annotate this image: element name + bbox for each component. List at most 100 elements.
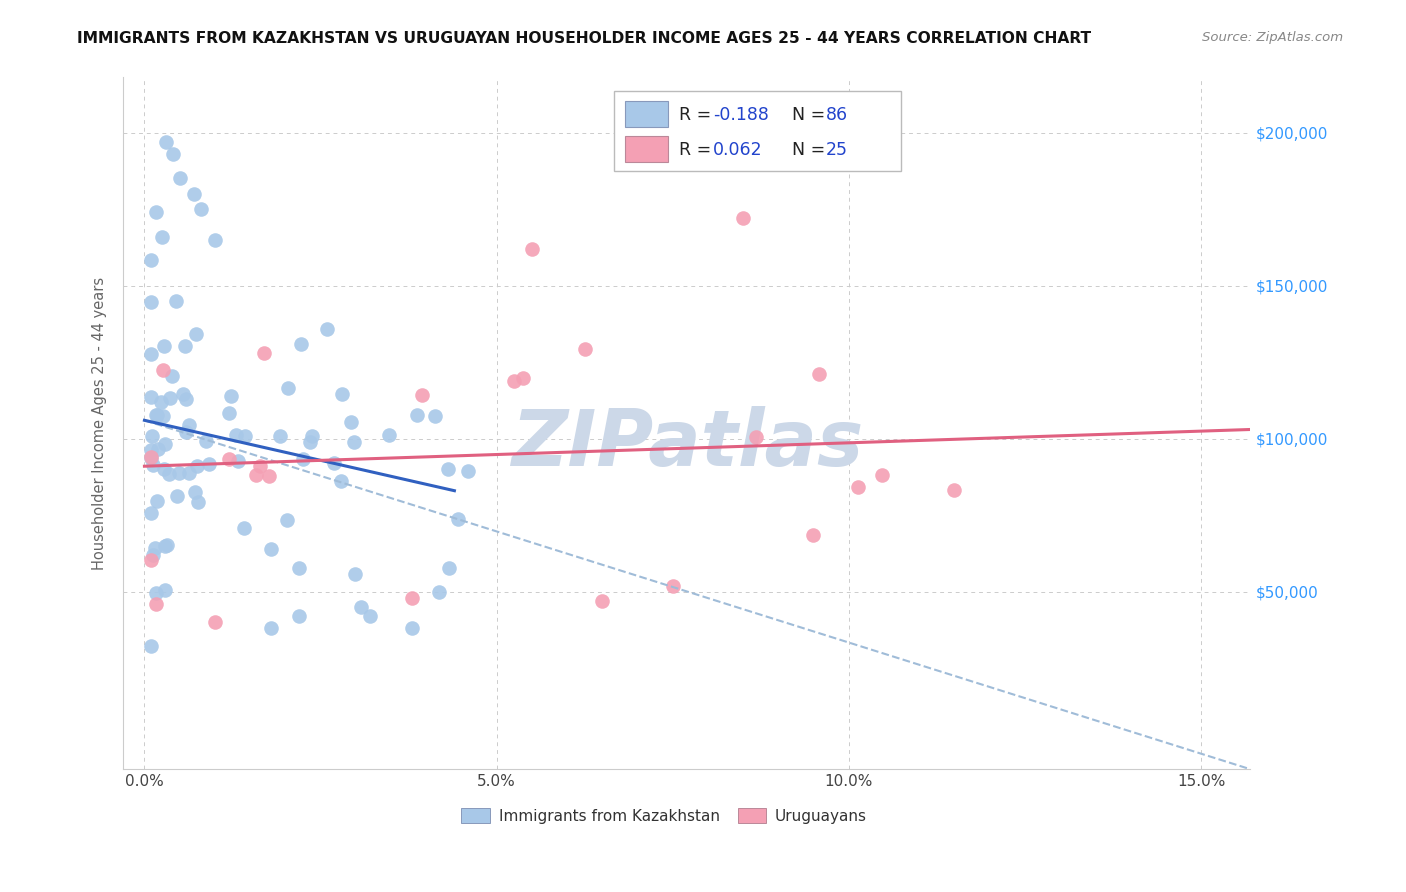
Point bbox=[249, 458, 271, 473]
Point bbox=[330, 387, 353, 401]
Point bbox=[870, 468, 893, 483]
Point bbox=[141, 253, 163, 268]
Point bbox=[808, 368, 831, 382]
Point bbox=[330, 475, 353, 489]
Point bbox=[260, 542, 283, 557]
Text: Source: ZipAtlas.com: Source: ZipAtlas.com bbox=[1202, 31, 1343, 45]
Point bbox=[343, 435, 366, 450]
Point bbox=[437, 561, 460, 575]
Point bbox=[411, 388, 433, 402]
Point bbox=[160, 369, 183, 384]
Point bbox=[943, 483, 966, 497]
Point bbox=[177, 467, 200, 481]
Point bbox=[520, 242, 543, 256]
Point bbox=[145, 494, 167, 508]
Point bbox=[401, 591, 423, 605]
Point bbox=[143, 541, 166, 555]
Point bbox=[846, 480, 869, 494]
Point bbox=[159, 391, 181, 405]
FancyBboxPatch shape bbox=[624, 136, 668, 161]
Point bbox=[204, 615, 226, 630]
Point bbox=[232, 521, 254, 535]
Point bbox=[745, 430, 768, 444]
Point bbox=[225, 428, 247, 442]
Point bbox=[233, 428, 256, 442]
Point bbox=[141, 390, 163, 404]
Text: N =: N = bbox=[792, 106, 831, 125]
Point bbox=[155, 135, 177, 149]
Point bbox=[166, 490, 188, 504]
Point bbox=[245, 467, 267, 482]
Point bbox=[662, 579, 685, 593]
Point bbox=[141, 429, 163, 443]
Point bbox=[226, 454, 249, 468]
Point bbox=[502, 375, 524, 389]
Text: IMMIGRANTS FROM KAZAKHSTAN VS URUGUAYAN HOUSEHOLDER INCOME AGES 25 - 44 YEARS CO: IMMIGRANTS FROM KAZAKHSTAN VS URUGUAYAN … bbox=[77, 31, 1091, 46]
Text: ZIPatlas: ZIPatlas bbox=[510, 406, 863, 482]
Text: N =: N = bbox=[792, 141, 831, 159]
Text: Immigrants from Kazakhstan: Immigrants from Kazakhstan bbox=[499, 809, 720, 824]
Point bbox=[591, 594, 613, 608]
Text: Uruguayans: Uruguayans bbox=[775, 809, 868, 824]
Point bbox=[198, 458, 221, 472]
Text: 0.062: 0.062 bbox=[713, 141, 762, 159]
Point bbox=[176, 392, 198, 406]
Point bbox=[145, 586, 167, 600]
Point bbox=[145, 204, 167, 219]
Point bbox=[157, 467, 180, 482]
Point bbox=[277, 381, 299, 395]
Point bbox=[141, 640, 163, 654]
Y-axis label: Householder Income Ages 25 - 44 years: Householder Income Ages 25 - 44 years bbox=[93, 277, 107, 570]
Point bbox=[269, 429, 291, 443]
Text: R =: R = bbox=[679, 141, 717, 159]
Text: R =: R = bbox=[679, 106, 717, 125]
Point bbox=[141, 506, 163, 520]
Text: 25: 25 bbox=[825, 141, 848, 159]
Point bbox=[423, 409, 446, 424]
Point bbox=[574, 343, 596, 357]
Point bbox=[288, 609, 311, 624]
Point bbox=[350, 600, 373, 615]
Point bbox=[344, 566, 367, 581]
Point bbox=[145, 597, 167, 611]
Point bbox=[187, 494, 209, 508]
Point bbox=[437, 462, 460, 476]
Point bbox=[218, 407, 240, 421]
Point bbox=[276, 512, 298, 526]
Point bbox=[512, 370, 534, 384]
Text: -0.188: -0.188 bbox=[713, 106, 769, 125]
Point bbox=[377, 428, 399, 442]
Point bbox=[218, 452, 240, 467]
Point bbox=[162, 147, 184, 161]
Point bbox=[156, 539, 179, 553]
Point bbox=[153, 462, 176, 476]
Point bbox=[186, 458, 208, 473]
Point bbox=[153, 436, 176, 450]
Point bbox=[184, 326, 207, 341]
Point bbox=[174, 339, 197, 353]
Point bbox=[301, 429, 323, 443]
Point bbox=[316, 322, 339, 336]
Point bbox=[290, 336, 312, 351]
Point bbox=[153, 539, 176, 553]
FancyBboxPatch shape bbox=[624, 101, 668, 128]
Point bbox=[167, 467, 190, 481]
Point bbox=[141, 442, 163, 457]
Point bbox=[142, 458, 165, 473]
Point bbox=[183, 186, 205, 201]
Point bbox=[150, 395, 173, 409]
Point bbox=[169, 171, 191, 186]
Point bbox=[219, 389, 242, 403]
FancyBboxPatch shape bbox=[613, 91, 901, 171]
Point bbox=[257, 468, 280, 483]
Point bbox=[141, 450, 163, 465]
Point bbox=[153, 339, 176, 353]
Point bbox=[457, 464, 479, 478]
Point bbox=[152, 409, 174, 423]
Point bbox=[429, 585, 451, 599]
Point bbox=[141, 347, 163, 361]
Point bbox=[323, 456, 346, 470]
Point bbox=[155, 582, 177, 597]
Point bbox=[340, 415, 363, 429]
FancyBboxPatch shape bbox=[738, 808, 766, 823]
